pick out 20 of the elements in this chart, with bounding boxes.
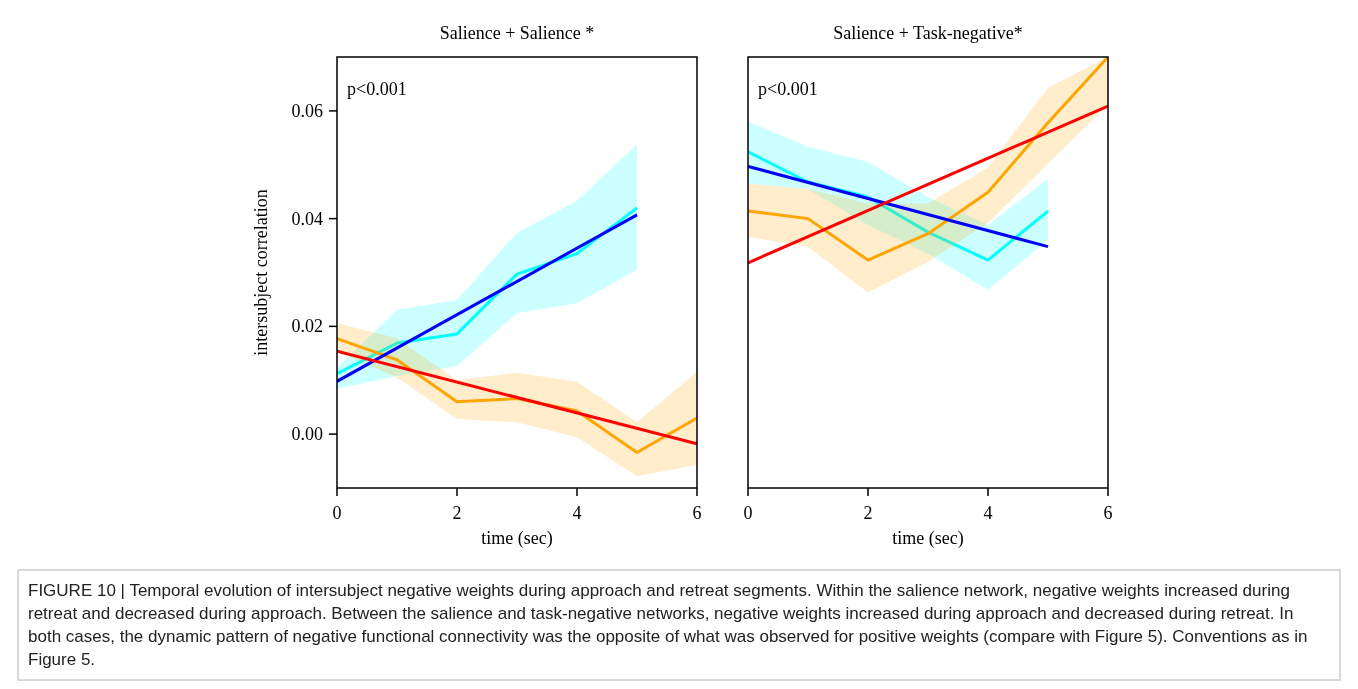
x-tick-label: 4 (983, 503, 993, 523)
x-tick-label: 2 (863, 503, 873, 523)
x-tick-label: 6 (1103, 503, 1113, 523)
y-tick-label: 0.00 (291, 424, 323, 445)
chart-title: Salience + Salience * (439, 23, 595, 43)
x-tick-label: 0 (332, 503, 342, 523)
x-axis-title: time (sec) (481, 528, 553, 549)
y-tick-label: 0.02 (291, 316, 323, 337)
x-tick-label: 2 (452, 503, 462, 523)
chart-title: Salience + Task-negative* (833, 23, 1023, 43)
y-tick-label: 0.06 (291, 100, 323, 121)
caption: FIGURE 10 | Temporal evolution of intersubject negative weights during approach and retreat segments. Within the salience network, negative weights increased during retreat and decreased during approach. Between the salience and task-negative networks, negative weights increased during approach and decreased during retreat. In both cases, the dynamic pattern of negative functional connectivity was the opposite of what was observed for positive weights (compare with Figure 5). Conventions as in Figure 5. (28, 581, 1308, 669)
y-tick-label: 0.04 (291, 208, 323, 229)
x-tick-label: 4 (572, 503, 582, 523)
x-tick-label: 0 (743, 503, 753, 523)
annotation: p<0.001 (347, 79, 407, 99)
x-axis-title: time (sec) (892, 528, 964, 549)
y-axis-title: intersubject correlation (251, 189, 271, 356)
x-tick-label: 6 (692, 503, 702, 523)
annotation: p<0.001 (758, 79, 818, 99)
